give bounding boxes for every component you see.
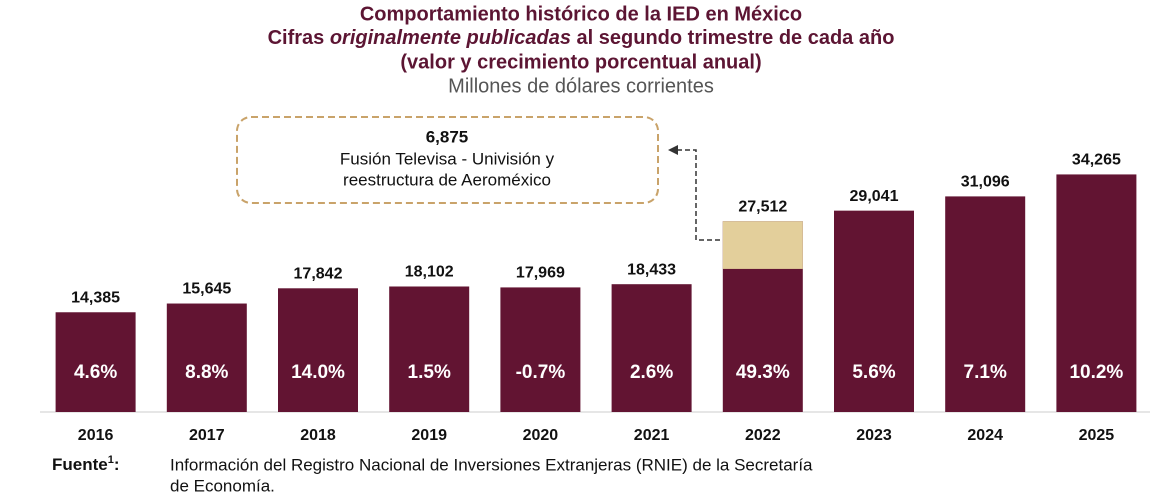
bar — [945, 196, 1026, 412]
value-label: 18,102 — [405, 264, 454, 281]
annotation-text: Fusión Televisa - Univisión y — [340, 149, 555, 168]
value-label: 18,433 — [627, 261, 676, 278]
growth-label: -0.7% — [516, 362, 566, 383]
value-label: 17,842 — [294, 266, 343, 283]
x-tick-label: 2020 — [523, 427, 559, 444]
chart-title: Comportamiento histórico de la IED en Mé… — [360, 3, 802, 25]
bar — [500, 287, 581, 412]
title-part: originalmente publicadas — [330, 27, 571, 49]
value-label: 34,265 — [1072, 152, 1121, 169]
growth-label: 5.6% — [852, 362, 895, 383]
growth-label: 10.2% — [1069, 362, 1123, 383]
annotation-value: 6,875 — [426, 127, 469, 146]
x-tick-label: 2018 — [300, 427, 336, 444]
bar — [389, 286, 470, 412]
value-label: 29,041 — [850, 188, 899, 205]
source-text: Información del Registro Nacional de Inv… — [170, 455, 813, 474]
source-label-text: Fuente — [52, 455, 108, 474]
source-text: de Economía. — [170, 476, 275, 495]
chart-title: Cifras originalmente publicadas al segun… — [268, 27, 895, 49]
bar — [166, 303, 247, 412]
x-tick-label: 2019 — [411, 427, 447, 444]
growth-label: 7.1% — [964, 362, 1007, 383]
annotation-box — [236, 116, 659, 204]
x-tick-label: 2021 — [634, 427, 670, 444]
annotation-text: reestructura de Aeroméxico — [343, 170, 551, 189]
value-label: 14,385 — [71, 289, 120, 306]
bar — [278, 288, 358, 412]
growth-label: 14.0% — [291, 362, 345, 383]
x-tick-label: 2016 — [78, 427, 114, 444]
source-colon: : — [114, 455, 120, 474]
bar — [55, 312, 136, 412]
title-part: al segundo trimestre de cada año — [571, 27, 894, 49]
bar — [1056, 174, 1137, 412]
x-tick-label: 2023 — [856, 427, 892, 444]
bar — [611, 284, 692, 412]
growth-label: 2.6% — [630, 362, 673, 383]
growth-label: 8.8% — [185, 362, 228, 383]
title-part: Cifras — [268, 27, 330, 49]
x-tick-label: 2022 — [745, 427, 781, 444]
chart-title: (valor y crecimiento porcentual anual) — [400, 51, 761, 73]
growth-label: 49.3% — [736, 362, 790, 383]
growth-label: 1.5% — [408, 362, 451, 383]
annotation-segment — [722, 221, 803, 269]
value-label: 27,512 — [738, 198, 787, 215]
value-label: 15,645 — [182, 281, 231, 298]
arrow-head — [668, 145, 678, 155]
x-tick-label: 2024 — [967, 427, 1003, 444]
x-tick-label: 2025 — [1079, 427, 1115, 444]
annotation-arrow — [676, 149, 728, 241]
source-label: Fuente1: — [52, 454, 120, 475]
chart-subtitle: Millones de dólares corrientes — [448, 75, 714, 97]
value-label: 17,969 — [516, 265, 565, 282]
bar — [834, 210, 914, 412]
value-label: 31,096 — [961, 174, 1010, 191]
growth-label: 4.6% — [74, 362, 117, 383]
source-sup: 1 — [108, 454, 114, 466]
x-tick-label: 2017 — [189, 427, 225, 444]
